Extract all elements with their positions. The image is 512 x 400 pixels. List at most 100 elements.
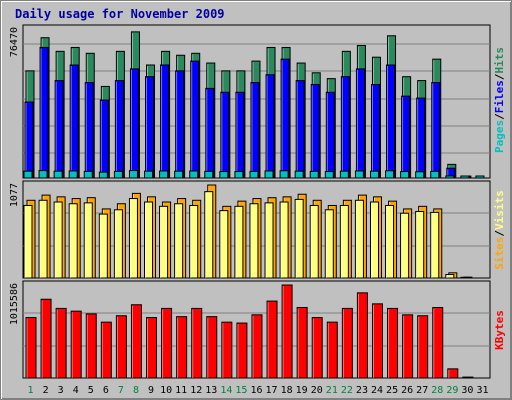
bar-pages [324, 171, 334, 179]
bar-pages [309, 170, 319, 179]
bar-sites [430, 211, 440, 279]
bar-sites [98, 213, 108, 279]
bar-sites [234, 205, 244, 279]
legend-entry: Sites [493, 237, 506, 270]
x-tick-label: 24 [371, 385, 383, 396]
bar-pages [279, 170, 289, 179]
bar-kbytes [417, 315, 429, 379]
bar-sites [68, 203, 78, 279]
bar-kbytes [221, 321, 233, 379]
bar-pages [234, 171, 244, 179]
legend-entry: Visits [493, 190, 506, 230]
x-tick-label: 9 [148, 385, 154, 396]
bar-sites [144, 201, 154, 279]
bar-pages [68, 170, 78, 179]
x-tick-label: 25 [386, 385, 398, 396]
x-tick-label: 21 [326, 385, 338, 396]
x-tick-label: 13 [205, 385, 217, 396]
y-max-label-panel-2: 1077 [9, 183, 20, 207]
bar-sites [279, 201, 289, 279]
legend-panel-1: Pages/Files/Hits [493, 47, 506, 153]
bar-sites [23, 204, 33, 279]
bar-kbytes [447, 368, 459, 379]
bar-kbytes [206, 316, 218, 379]
bar-sites [339, 204, 349, 279]
legend-entry: / [493, 73, 506, 80]
page-title: Daily usage for November 2009 [15, 7, 225, 21]
bar-pages [460, 175, 470, 179]
bar-kbytes [115, 315, 127, 379]
legend-panel-2: Sites/Visits [493, 190, 506, 270]
bar-sites [369, 201, 379, 279]
bar-kbytes [341, 307, 353, 379]
bar-sites [249, 203, 259, 279]
legend-entry: Pages [493, 120, 506, 153]
x-tick-label: 28 [431, 385, 443, 396]
bar-sites [113, 209, 123, 279]
y-max-label-panel-3: 1015586 [9, 283, 20, 325]
legend-entry: Files [493, 80, 506, 113]
x-tick-label: 18 [281, 385, 293, 396]
bar-sites [385, 204, 395, 279]
x-tick-label: 14 [220, 385, 232, 396]
x-tick-label: 29 [446, 385, 458, 396]
bar-pages [264, 170, 274, 179]
x-tick-label: 31 [476, 385, 488, 396]
x-tick-label: 2 [43, 385, 49, 396]
bar-kbytes [296, 306, 308, 379]
bar-pages [354, 170, 364, 179]
bar-kbytes [25, 317, 37, 379]
bar-kbytes [251, 314, 263, 379]
x-tick-label: 6 [103, 385, 109, 396]
bar-pages [219, 171, 229, 179]
x-tick-label: 17 [266, 385, 278, 396]
bar-sites [204, 191, 214, 279]
bar-pages [294, 170, 304, 179]
bar-kbytes [100, 321, 112, 379]
legend-entry: Hits [493, 47, 506, 74]
x-tick-label: 5 [88, 385, 94, 396]
x-tick-label: 11 [175, 385, 187, 396]
bar-kbytes [85, 313, 97, 379]
bar-kbytes [371, 303, 383, 379]
x-tick-label: 23 [356, 385, 368, 396]
bar-sites [174, 203, 184, 279]
x-tick-label: 27 [416, 385, 428, 396]
bar-pages [430, 170, 440, 179]
bar-pages [400, 171, 410, 179]
bar-kbytes [70, 310, 82, 379]
legend-panel-3: KBytes [493, 310, 506, 350]
bar-kbytes [387, 307, 399, 379]
bar-kbytes [402, 314, 414, 379]
bar-sites [83, 202, 93, 279]
bar-pages [38, 170, 48, 179]
legend-entry: / [493, 230, 506, 237]
bar-pages [415, 171, 425, 179]
bar-sites [264, 202, 274, 279]
x-tick-label: 7 [118, 385, 124, 396]
bar-pages [475, 175, 485, 179]
bar-pages [159, 170, 169, 179]
bar-pages [113, 170, 123, 179]
bar-sites [189, 204, 199, 279]
bar-pages [23, 170, 33, 179]
bar-pages [385, 170, 395, 179]
bar-kbytes [236, 322, 248, 379]
bar-pages [128, 170, 138, 179]
bar-sites [400, 212, 410, 279]
bar-pages [204, 170, 214, 179]
bar-sites [128, 198, 138, 279]
bar-pages [174, 170, 184, 179]
bar-sites [354, 199, 364, 279]
bar-pages [249, 170, 259, 179]
x-tick-label: 4 [73, 385, 79, 396]
x-tick-label: 20 [311, 385, 323, 396]
x-tick-label: 26 [401, 385, 413, 396]
bar-pages [144, 170, 154, 179]
bar-sites [294, 198, 304, 279]
bar-sites [324, 209, 334, 279]
bar-pages [53, 170, 63, 179]
bar-sites [445, 274, 455, 279]
x-tick-label: 10 [160, 385, 172, 396]
